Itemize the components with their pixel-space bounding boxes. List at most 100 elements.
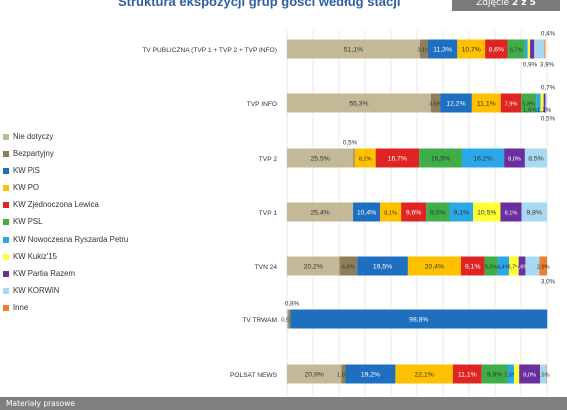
bar-segment [524, 39, 528, 59]
data-label: 55,3% [349, 101, 368, 108]
data-label: 16,5% [431, 156, 450, 163]
data-label: 12,2% [446, 101, 465, 108]
bar-segment [461, 148, 505, 168]
category-label: TV PUBLICZNA (TVP 1 + TVP 2 + TVP INFO) [142, 47, 277, 54]
data-label: 2,9% [537, 265, 550, 271]
bar-segment [534, 39, 545, 59]
legend-label: KW Zjednoczona Lewica [13, 200, 99, 210]
annotation-label: 1,2% [537, 107, 552, 114]
data-label: 5,0% [485, 265, 498, 271]
legend-item: KW PSL [3, 216, 153, 233]
caption-bar: Materiały prasowe [0, 397, 567, 410]
data-label: 98,8% [409, 317, 428, 324]
data-label: 10,7% [462, 47, 481, 54]
bar-segment [473, 202, 501, 222]
data-label: 16,2% [473, 156, 492, 163]
legend-label: Nie dotyczy [13, 132, 54, 141]
legend-item: Bezpartyjny [3, 148, 153, 165]
data-label: 9,8% [527, 210, 543, 217]
bar-segment [354, 148, 376, 168]
bar-segment [536, 93, 541, 113]
legend-label: KW Kukiz'15 [13, 251, 57, 261]
bar-segment [521, 202, 547, 222]
bar-segment [525, 256, 540, 276]
bar-segment [546, 364, 547, 384]
data-label: 6,7% [510, 48, 523, 54]
data-label: 16,7% [388, 156, 407, 163]
bar-segment [341, 364, 346, 384]
bar-segment [457, 39, 486, 59]
bar-segment [539, 364, 547, 384]
data-label: 8,0% [508, 157, 521, 163]
annotation-label: 0,8% [285, 301, 300, 308]
legend-swatch [3, 134, 9, 140]
bar-segment [507, 364, 514, 384]
data-label: 8,0% [523, 373, 536, 379]
bar-segment [504, 148, 525, 168]
legend-swatch [3, 219, 9, 226]
bar-segment [509, 256, 519, 276]
data-label: 2,5% [504, 373, 517, 379]
bar-segment [460, 256, 485, 276]
bar-segment [524, 148, 547, 168]
data-label: 51,1% [344, 47, 363, 54]
annotation-label: 3,0% [541, 279, 556, 286]
bar-segment [449, 202, 474, 222]
bar-segment [500, 202, 522, 222]
legend-swatch [3, 168, 9, 175]
data-label: 1,6% [337, 373, 350, 379]
legend-label: Bezpartyjny [13, 149, 54, 159]
bar-segment [519, 364, 540, 384]
bar-segment [427, 39, 458, 59]
data-label: 22,1% [415, 372, 434, 379]
data-label: 9,9% [487, 372, 503, 379]
bar-segment [497, 256, 510, 276]
legend-item: Inne [3, 302, 153, 319]
legend-swatch [3, 151, 9, 158]
data-label: 6,8% [342, 265, 355, 271]
bar-segment [345, 364, 396, 384]
bar-segment [407, 256, 461, 276]
data-label: 5,8% [522, 102, 535, 108]
data-label: 11,1% [477, 101, 496, 108]
bar-segment [481, 364, 508, 384]
bar-segment [430, 93, 441, 113]
annotation-label: 0,4% [541, 31, 556, 38]
chart-title: Struktura ekspozycji grup gości według s… [118, 0, 401, 9]
legend-swatch [3, 185, 9, 192]
category-label: POLSAT NEWS [230, 372, 278, 379]
bar-segment [353, 148, 355, 168]
bar-segment [543, 93, 546, 113]
data-label: 8,1% [359, 157, 372, 163]
data-label: 25,4% [310, 210, 329, 217]
bar-segment [513, 364, 520, 384]
bar-segment [440, 93, 472, 113]
bar-segment [545, 93, 547, 113]
bar-segment [484, 256, 498, 276]
legend-label: KW PO [13, 183, 39, 193]
bar-segment [485, 39, 508, 59]
bar-segment [544, 39, 546, 59]
bar-segment [401, 202, 427, 222]
annotation-label: 3,9% [540, 62, 555, 69]
legend-label: KW PiS [13, 166, 40, 176]
legend-item: KW Kukiz'15 [3, 251, 153, 268]
legend-label: KW PSL [13, 217, 43, 227]
category-label: TV TRWAM [242, 317, 277, 324]
bar-segment [287, 148, 354, 168]
data-label: 7,9% [505, 102, 518, 108]
bar-segment [518, 256, 526, 276]
chart-legend: Nie dotyczy Bezpartyjny KW PiS KW PO KW Zjed… [3, 131, 153, 319]
legend-swatch [3, 236, 9, 243]
legend-item: KW PiS [3, 165, 153, 182]
data-label: 11,3% [433, 47, 452, 54]
data-label: 20,9% [305, 372, 324, 379]
legend-item: KW PO [3, 182, 153, 199]
legend-item: KW Partia Razem [3, 268, 153, 285]
photo-counter[interactable]: Zdjęcie 2 z 5 [452, 0, 560, 11]
data-label: 8,5% [528, 156, 544, 163]
bar-segment [287, 364, 342, 384]
bar-segment [500, 93, 522, 113]
data-label: 19,5% [373, 264, 392, 271]
